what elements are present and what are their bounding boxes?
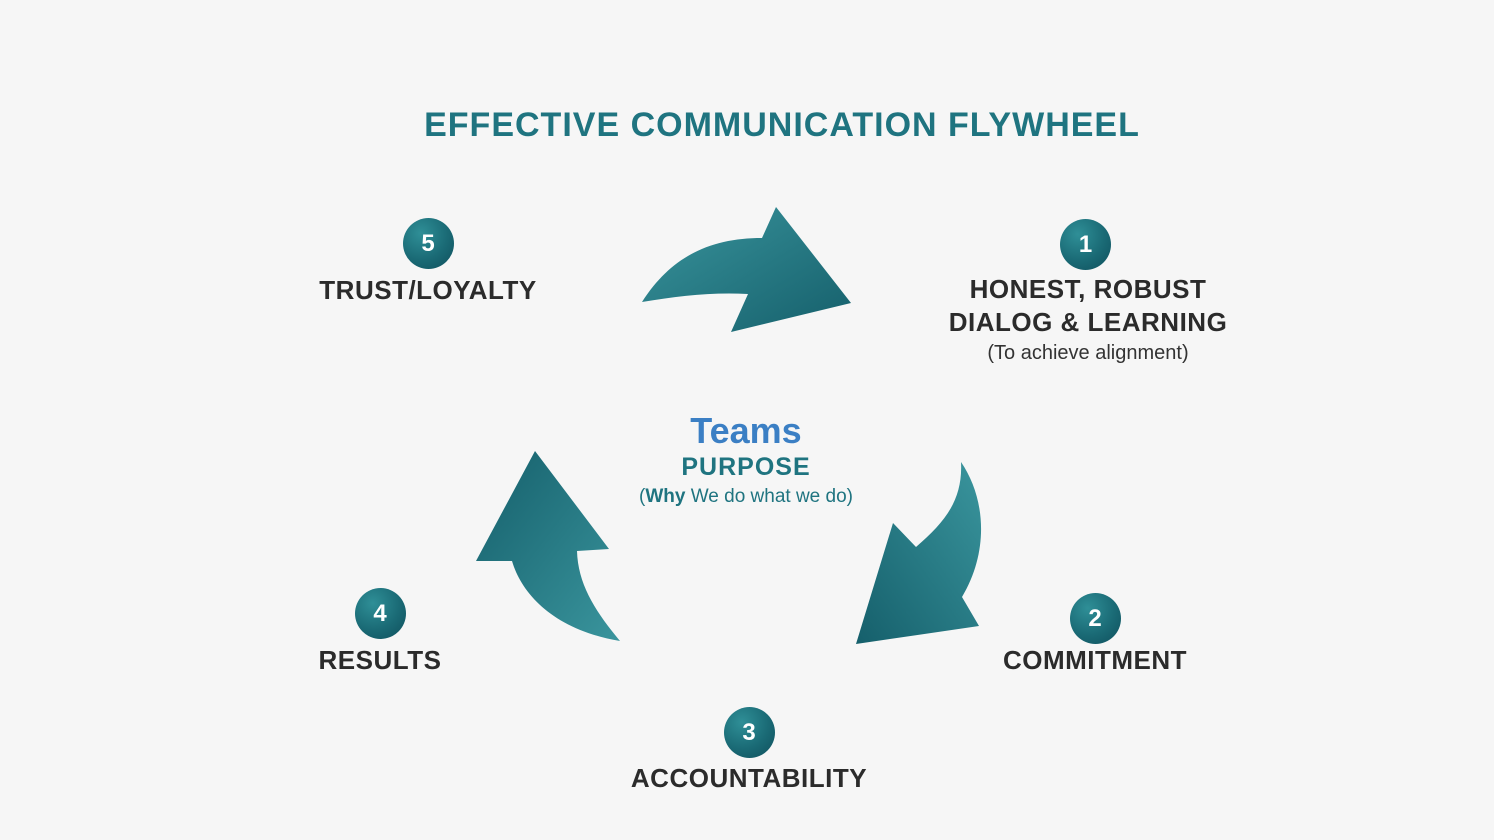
step-number-badge: 4 (354, 588, 406, 639)
why-open: ( (638, 486, 646, 507)
center-teams: Teams (690, 410, 802, 451)
center-purpose: Teams PURPOSE (Why We do what we do) (596, 410, 896, 512)
curved-arrow-up-icon (476, 451, 620, 641)
why-bold: Why (645, 486, 686, 507)
step-number-badge: 2 (1069, 593, 1121, 644)
step-2: 2 COMMITMENT (985, 593, 1205, 677)
step-3: 3 ACCOUNTABILITY (609, 707, 889, 795)
curved-arrow-down-left-icon (856, 462, 982, 644)
step-5: 5 TRUST/LOYALTY (296, 218, 560, 307)
step-number-badge: 3 (723, 707, 775, 758)
center-purpose-label: PURPOSE (681, 453, 811, 481)
step-number-badge: 1 (1060, 219, 1111, 270)
step-4: 4 RESULTS (300, 588, 460, 677)
diagram-title: EFFECTIVE COMMUNICATION FLYWHEEL (424, 106, 1140, 144)
step-label: TRUST/LOYALTY (319, 275, 537, 305)
center-why: (Why We do what we do) (596, 482, 896, 512)
why-rest: We do what we do) (685, 486, 853, 507)
step-label: RESULTS (318, 645, 442, 675)
step-1: 1 HONEST, ROBUST DIALOG & LEARNING (To a… (938, 219, 1238, 367)
step-label: COMMITMENT (1002, 645, 1188, 675)
step-label: ACCOUNTABILITY (630, 763, 868, 793)
step-label-line2: DIALOG & LEARNING (948, 307, 1228, 337)
step-number-badge: 5 (402, 218, 454, 269)
curved-arrow-right-icon (642, 207, 851, 332)
step-subtitle: (To achieve alignment) (987, 342, 1189, 364)
step-label-line1: HONEST, ROBUST (969, 274, 1207, 304)
